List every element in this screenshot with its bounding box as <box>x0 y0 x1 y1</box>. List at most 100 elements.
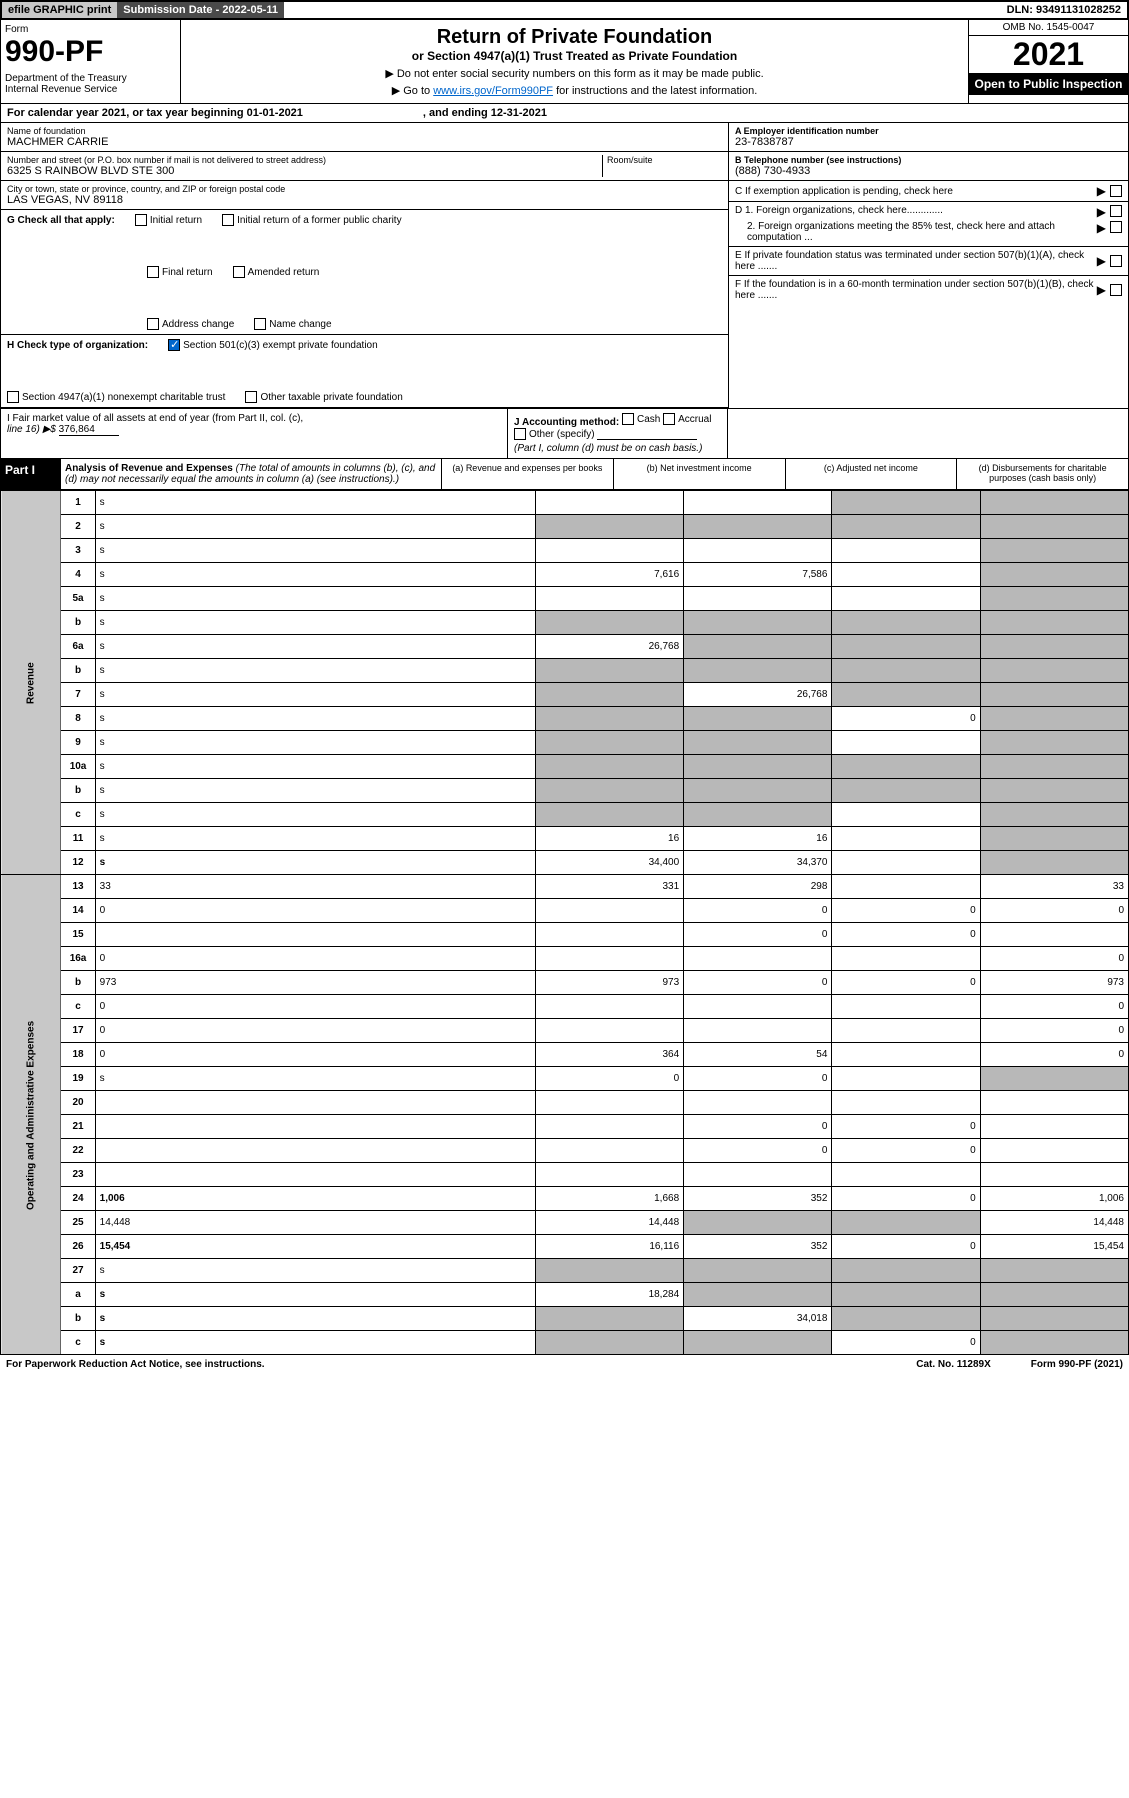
line-number: 4 <box>61 563 95 587</box>
cell-col-c <box>832 1211 980 1235</box>
cell-col-c <box>832 539 980 563</box>
table-row: cs0 <box>1 1331 1129 1355</box>
table-row: 16a00 <box>1 947 1129 971</box>
ein-label: A Employer identification number <box>735 126 1122 136</box>
line-number: 3 <box>61 539 95 563</box>
cell-col-b <box>684 1283 832 1307</box>
table-row: bs34,018 <box>1 1307 1129 1331</box>
line-description: s <box>95 587 535 611</box>
cell-col-b: 0 <box>684 923 832 947</box>
table-row: 2s <box>1 515 1129 539</box>
cell-col-c <box>832 947 980 971</box>
irs-link[interactable]: www.irs.gov/Form990PF <box>433 85 553 97</box>
cell-col-d <box>980 803 1128 827</box>
cell-col-c <box>832 1163 980 1187</box>
line-number: 12 <box>61 851 95 875</box>
amended-return-checkbox[interactable] <box>233 266 245 278</box>
address-change-checkbox[interactable] <box>147 318 159 330</box>
cell-col-d <box>980 1115 1128 1139</box>
table-row: cs <box>1 803 1129 827</box>
table-row: c00 <box>1 995 1129 1019</box>
cell-col-c <box>832 491 980 515</box>
calendar-year-row: For calendar year 2021, or tax year begi… <box>0 104 1129 123</box>
other-method-checkbox[interactable] <box>514 428 526 440</box>
cell-col-c <box>832 635 980 659</box>
i-section: I Fair market value of all assets at end… <box>1 409 508 458</box>
table-row: 2200 <box>1 1139 1129 1163</box>
cell-col-b <box>684 755 832 779</box>
501c3-checkbox[interactable] <box>168 339 180 351</box>
cell-col-d <box>980 755 1128 779</box>
line-number: 25 <box>61 1211 95 1235</box>
cell-col-a: 18,284 <box>535 1283 683 1307</box>
d2-checkbox[interactable] <box>1110 221 1122 233</box>
name-label: Name of foundation <box>7 126 722 136</box>
revenue-side-label: Revenue <box>1 491 61 875</box>
cell-col-d <box>980 563 1128 587</box>
final-return-checkbox[interactable] <box>147 266 159 278</box>
addr-label: Number and street (or P.O. box number if… <box>7 155 602 165</box>
cash-checkbox[interactable] <box>622 413 634 425</box>
line-description: s <box>95 515 535 539</box>
cell-col-c <box>832 875 980 899</box>
line-number: 17 <box>61 1019 95 1043</box>
cell-col-c: 0 <box>832 1331 980 1355</box>
initial-former-checkbox[interactable] <box>222 214 234 226</box>
line-description: s <box>95 563 535 587</box>
table-row: b97397300973 <box>1 971 1129 995</box>
other-taxable-checkbox[interactable] <box>245 391 257 403</box>
accrual-checkbox[interactable] <box>663 413 675 425</box>
line-number: b <box>61 779 95 803</box>
cell-col-a <box>535 1331 683 1355</box>
f-label: F If the foundation is in a 60-month ter… <box>735 279 1097 301</box>
cell-col-b <box>684 1091 832 1115</box>
form-ref: Form 990-PF (2021) <box>1031 1359 1123 1370</box>
line-description: s <box>95 1283 535 1307</box>
cell-col-d <box>980 851 1128 875</box>
cell-col-a <box>535 1091 683 1115</box>
cell-col-a <box>535 803 683 827</box>
cell-col-a: 14,448 <box>535 1211 683 1235</box>
cell-col-a <box>535 779 683 803</box>
line-number: 23 <box>61 1163 95 1187</box>
cell-col-c <box>832 827 980 851</box>
line-number: 27 <box>61 1259 95 1283</box>
cell-col-d: 973 <box>980 971 1128 995</box>
d1-checkbox[interactable] <box>1110 205 1122 217</box>
cell-col-b <box>684 707 832 731</box>
line-description: 14,448 <box>95 1211 535 1235</box>
cell-col-d <box>980 1331 1128 1355</box>
table-row: bs <box>1 779 1129 803</box>
cell-col-b: 34,370 <box>684 851 832 875</box>
cell-col-a: 0 <box>535 1067 683 1091</box>
name-change-checkbox[interactable] <box>254 318 266 330</box>
initial-return-checkbox[interactable] <box>135 214 147 226</box>
f-checkbox[interactable] <box>1110 284 1122 296</box>
cell-col-c <box>832 731 980 755</box>
cell-col-d <box>980 1139 1128 1163</box>
cell-col-d <box>980 923 1128 947</box>
cell-col-b: 352 <box>684 1187 832 1211</box>
4947-checkbox[interactable] <box>7 391 19 403</box>
cell-col-a <box>535 899 683 923</box>
cell-col-a <box>535 1115 683 1139</box>
e-checkbox[interactable] <box>1110 255 1122 267</box>
address: 6325 S RAINBOW BLVD STE 300 <box>7 165 602 177</box>
cell-col-b: 0 <box>684 971 832 995</box>
cell-col-d <box>980 491 1128 515</box>
paperwork-notice: For Paperwork Reduction Act Notice, see … <box>6 1359 265 1370</box>
table-row: 2615,45416,116352015,454 <box>1 1235 1129 1259</box>
cell-col-c <box>832 1307 980 1331</box>
line-number: 7 <box>61 683 95 707</box>
top-bar: efile GRAPHIC print Submission Date - 20… <box>0 0 1129 20</box>
form-label: Form <box>5 24 176 35</box>
cell-col-d <box>980 611 1128 635</box>
cell-col-a <box>535 611 683 635</box>
part-label: Part I <box>1 459 61 489</box>
cell-col-d: 0 <box>980 1019 1128 1043</box>
cell-col-a <box>535 707 683 731</box>
cat-no: Cat. No. 11289X <box>916 1359 990 1370</box>
cell-col-c: 0 <box>832 899 980 923</box>
line-description: s <box>95 827 535 851</box>
c-checkbox[interactable] <box>1110 185 1122 197</box>
